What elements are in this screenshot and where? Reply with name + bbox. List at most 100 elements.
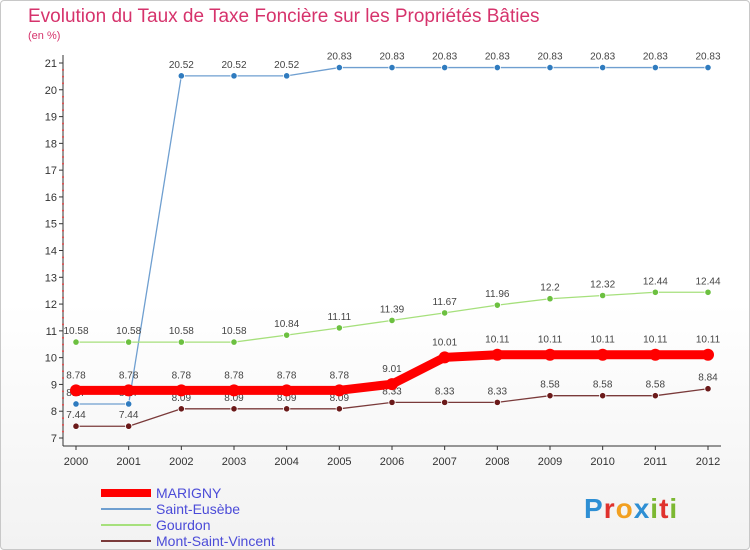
y-minor-tick <box>62 109 64 111</box>
data-point-marigny <box>596 348 609 361</box>
y-minor-tick <box>62 404 64 406</box>
data-point-mont-saint-vincent <box>72 422 80 430</box>
x-tick-label: 2010 <box>590 456 614 468</box>
logo-letter: o <box>615 493 634 524</box>
data-label-gourdon: 10.58 <box>63 326 88 337</box>
data-label-mont-saint-vincent: 7.44 <box>66 410 86 421</box>
data-label-marigny: 10.11 <box>696 335 721 346</box>
data-label-mont-saint-vincent: 8.58 <box>593 380 613 391</box>
data-point-marigny <box>702 348 714 361</box>
data-point-gourdon <box>283 331 291 339</box>
data-label-mont-saint-vincent: 8.33 <box>488 386 508 397</box>
y-tick-label: 13 <box>45 272 57 284</box>
y-minor-tick <box>62 337 64 339</box>
data-label-mont-saint-vincent: 8.09 <box>330 393 350 404</box>
data-point-mont-saint-vincent <box>335 405 343 413</box>
data-point-mont-saint-vincent <box>599 392 607 400</box>
data-point-mont-saint-vincent <box>493 398 501 406</box>
data-point-mont-saint-vincent <box>283 405 291 413</box>
legend-item-saint-eusebe: Saint-Eusèbe <box>101 501 361 517</box>
data-point-saint-eusebe <box>177 72 185 80</box>
data-label-gourdon: 12.44 <box>695 276 720 287</box>
data-point-mont-saint-vincent <box>177 405 185 413</box>
y-tick-label: 8 <box>51 406 57 418</box>
data-label-marigny: 9.01 <box>382 364 402 375</box>
data-label-gourdon: 11.96 <box>485 289 510 300</box>
data-point-mont-saint-vincent <box>546 392 554 400</box>
y-minor-tick <box>62 176 64 178</box>
y-minor-tick <box>62 343 64 346</box>
data-point-gourdon <box>493 301 501 309</box>
y-minor-tick <box>62 149 64 152</box>
x-tick-label: 2011 <box>644 456 668 468</box>
y-minor-tick <box>62 95 64 98</box>
y-minor-tick <box>62 377 64 379</box>
data-label-gourdon: 10.58 <box>221 326 246 337</box>
data-point-mont-saint-vincent <box>230 405 238 413</box>
y-minor-tick <box>62 283 64 285</box>
data-label-marigny: 8.78 <box>277 370 297 381</box>
y-minor-tick <box>62 270 64 272</box>
y-minor-tick <box>62 75 64 78</box>
data-label-marigny: 8.78 <box>119 370 139 381</box>
x-tick-label: 2001 <box>116 456 140 468</box>
data-label-saint-eusebe: 20.83 <box>537 52 562 63</box>
data-label-saint-eusebe: 20.52 <box>221 60 246 71</box>
data-label-gourdon: 11.67 <box>433 297 458 308</box>
data-label-saint-eusebe: 20.83 <box>643 52 668 63</box>
y-minor-tick <box>62 82 64 85</box>
data-point-saint-eusebe <box>599 63 607 72</box>
y-tick-label: 16 <box>45 192 57 204</box>
y-minor-tick <box>62 129 64 131</box>
data-label-marigny: 10.11 <box>591 335 616 346</box>
legend-item-mont-saint-vincent: Mont-Saint-Vincent <box>101 533 361 549</box>
y-minor-tick <box>62 209 64 212</box>
data-point-mont-saint-vincent <box>388 398 396 406</box>
data-point-gourdon <box>704 288 712 296</box>
y-minor-tick <box>62 189 64 192</box>
data-point-mont-saint-vincent <box>651 392 659 400</box>
x-tick-label: 2004 <box>274 456 298 468</box>
legend-label-gourdon: Gourdon <box>156 517 211 533</box>
y-minor-tick <box>62 263 64 265</box>
data-label-mont-saint-vincent: 8.58 <box>540 380 560 391</box>
data-point-gourdon <box>72 338 80 346</box>
data-label-mont-saint-vincent: 8.09 <box>277 393 297 404</box>
y-minor-tick <box>62 290 64 292</box>
y-minor-tick <box>62 236 64 239</box>
data-point-saint-eusebe <box>704 63 712 72</box>
data-point-saint-eusebe <box>441 63 449 72</box>
legend-swatch-marigny <box>101 489 151 497</box>
data-point-saint-eusebe <box>283 72 291 80</box>
data-label-mont-saint-vincent: 8.09 <box>172 393 192 404</box>
legend: MARIGNY Saint-Eusèbe Gourdon Mont-Saint-… <box>101 485 361 549</box>
y-tick-label: 10 <box>45 353 57 365</box>
y-minor-tick <box>62 316 64 319</box>
y-tick-label: 20 <box>45 85 57 97</box>
data-point-gourdon <box>335 324 343 332</box>
y-tick-label: 21 <box>45 58 57 70</box>
x-tick-label: 2007 <box>432 456 456 468</box>
y-minor-tick <box>62 424 64 426</box>
data-point-gourdon <box>230 338 238 346</box>
data-point-saint-eusebe <box>388 63 396 72</box>
data-point-marigny <box>122 384 135 397</box>
data-point-mont-saint-vincent <box>441 398 449 406</box>
y-minor-tick <box>62 216 64 219</box>
y-minor-tick <box>62 229 64 232</box>
data-label-mont-saint-vincent: 8.33 <box>435 386 455 397</box>
data-point-gourdon <box>125 338 133 346</box>
y-minor-tick <box>62 162 64 165</box>
y-tick-label: 14 <box>45 246 57 258</box>
x-tick-label: 2005 <box>327 456 351 468</box>
data-label-saint-eusebe: 20.83 <box>695 52 720 63</box>
data-point-saint-eusebe <box>493 63 501 72</box>
y-tick-label: 15 <box>45 219 57 231</box>
x-tick-label: 2008 <box>485 456 509 468</box>
x-tick-label: 2012 <box>696 456 720 468</box>
legend-label-mont-saint-vincent: Mont-Saint-Vincent <box>156 533 275 549</box>
y-minor-tick <box>62 417 64 419</box>
y-minor-tick <box>62 156 64 158</box>
legend-label-saint-eusebe: Saint-Eusèbe <box>156 501 241 517</box>
